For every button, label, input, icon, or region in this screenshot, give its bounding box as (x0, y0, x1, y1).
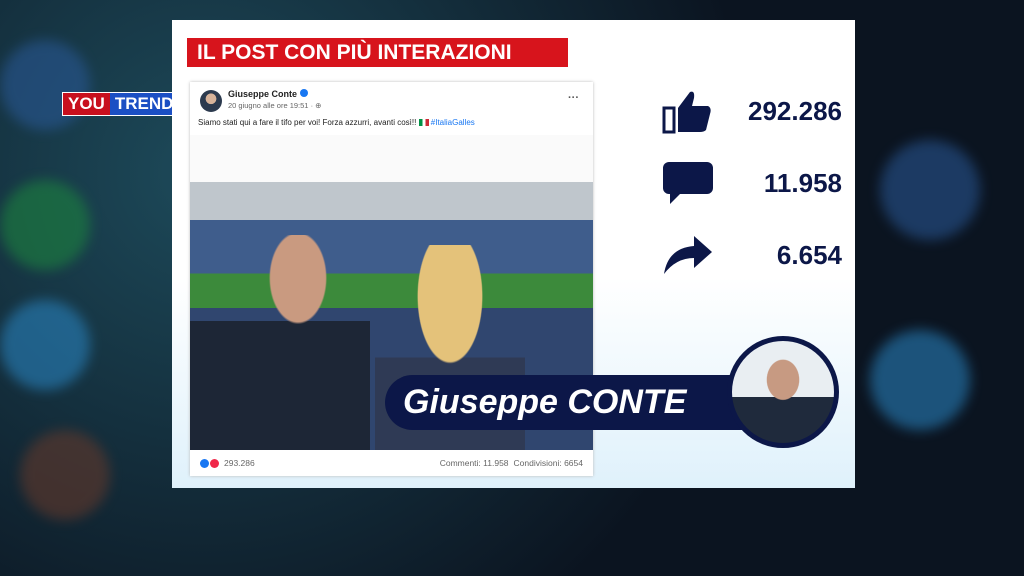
verified-icon (300, 89, 309, 97)
post-date: 20 giugno alle ore 19:51 · ⊕ (228, 101, 322, 110)
whatsapp-bg-icon (0, 180, 90, 270)
hashtag-link[interactable]: #ItaliaGalles (430, 118, 475, 127)
politician-portrait (727, 336, 839, 448)
author-name[interactable]: Giuseppe Conte (228, 89, 309, 99)
comment-icon (663, 162, 713, 204)
post-text: Siamo stati qui a fare il tifo per voi! … (198, 118, 475, 127)
twitter-bg-icon (0, 300, 90, 390)
globe-icon: ⊕ (315, 101, 322, 110)
love-reaction-icon (210, 458, 219, 468)
info-panel: IL POST CON PIÙ INTERAZIONI Giuseppe Con… (172, 20, 855, 488)
post-footer: 293.286 Commenti: 11.958 Condivisioni: 6… (190, 450, 593, 476)
name-banner: Giuseppe CONTE (385, 375, 760, 430)
facebook-bg-icon (880, 140, 980, 240)
shares-stat: 6.654 (662, 232, 842, 278)
share-count[interactable]: Condivisioni: 6654 (513, 458, 583, 468)
panel-title: IL POST CON PIÙ INTERAZIONI (187, 38, 568, 67)
comment-count[interactable]: Commenti: 11.958 (439, 458, 509, 468)
share-icon (664, 236, 712, 274)
twitter-bg-icon (870, 330, 970, 430)
italy-flag-icon (418, 119, 429, 127)
thumbs-up-icon (662, 91, 711, 134)
youtrend-logo: YOU TREND (62, 92, 180, 116)
more-options-icon[interactable]: ··· (568, 92, 579, 104)
like-reaction-icon (200, 458, 209, 468)
comments-stat: 11.958 (662, 160, 842, 206)
facebook-bg-icon (0, 40, 90, 130)
reaction-count[interactable]: 293.286 (224, 458, 255, 468)
likes-stat: 292.286 (662, 88, 842, 134)
author-avatar (200, 90, 222, 112)
instagram-bg-icon (20, 430, 110, 520)
